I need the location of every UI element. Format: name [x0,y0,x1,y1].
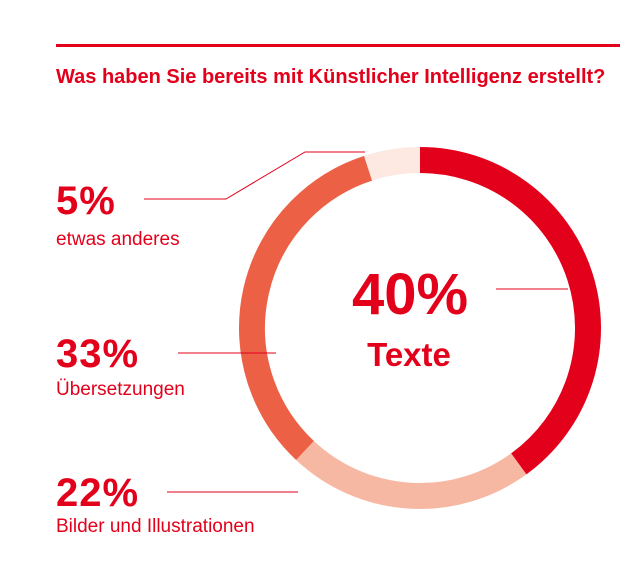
anderes-value: 5% [56,179,116,223]
bilder-value: 22% [56,471,140,515]
bilder-label: Bilder und Illustrationen [56,516,255,537]
uebersetzungen-value: 33% [56,332,140,376]
center-value: 40% [352,262,468,327]
donut-slice-texte [419,147,601,475]
top-rule [56,44,620,47]
donut-slice-übersetzungen [239,155,373,460]
donut-slices [239,147,601,509]
leader-line-anderes [144,151,365,200]
anderes-label: etwas anderes [56,229,180,250]
donut-slice-bilder-und-illustrationen [296,440,527,509]
donut-slice-etwas-anderes [364,147,421,181]
uebersetzungen-label: Übersetzungen [56,379,185,400]
chart-title: Was haben Sie bereits mit Künstlicher In… [56,66,606,88]
center-label: Texte [367,336,451,373]
leader-lines [144,151,568,493]
